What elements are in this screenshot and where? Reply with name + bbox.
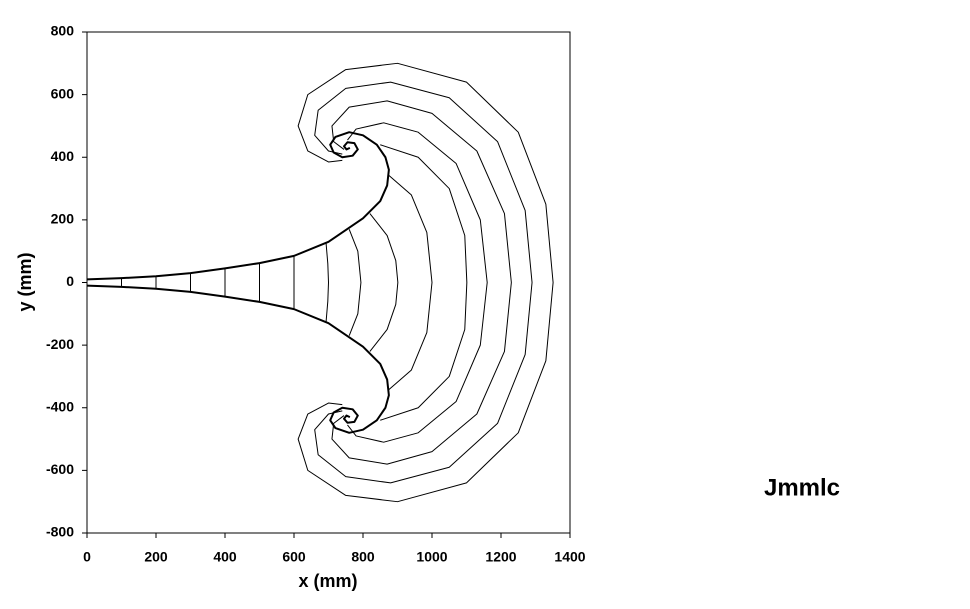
curve — [121, 62, 554, 503]
y-tick-label: -600 — [46, 461, 74, 477]
x-tick-label: 1000 — [416, 549, 447, 565]
x-tick-label: 400 — [213, 549, 237, 565]
x-axis-label: x (mm) — [298, 571, 357, 591]
y-tick-label: 0 — [66, 273, 74, 289]
y-tick-label: 400 — [51, 148, 75, 164]
x-tick-label: 200 — [144, 549, 168, 565]
x-tick-label: 0 — [83, 549, 91, 565]
y-tick-label: -200 — [46, 336, 74, 352]
y-axis-label: y (mm) — [15, 252, 35, 311]
y-tick-label: 200 — [51, 211, 75, 227]
y-tick-label: 600 — [51, 85, 75, 101]
y-tick-label: 800 — [51, 23, 75, 39]
x-tick-label: 600 — [282, 549, 306, 565]
y-tick-label: -400 — [46, 398, 74, 414]
annotation: Jmmlc — [764, 474, 840, 501]
x-tick-label: 800 — [351, 549, 375, 565]
curve — [86, 131, 390, 434]
x-tick-label: 1200 — [485, 549, 516, 565]
x-tick-label: 1400 — [554, 549, 585, 565]
y-tick-label: -800 — [46, 524, 74, 540]
